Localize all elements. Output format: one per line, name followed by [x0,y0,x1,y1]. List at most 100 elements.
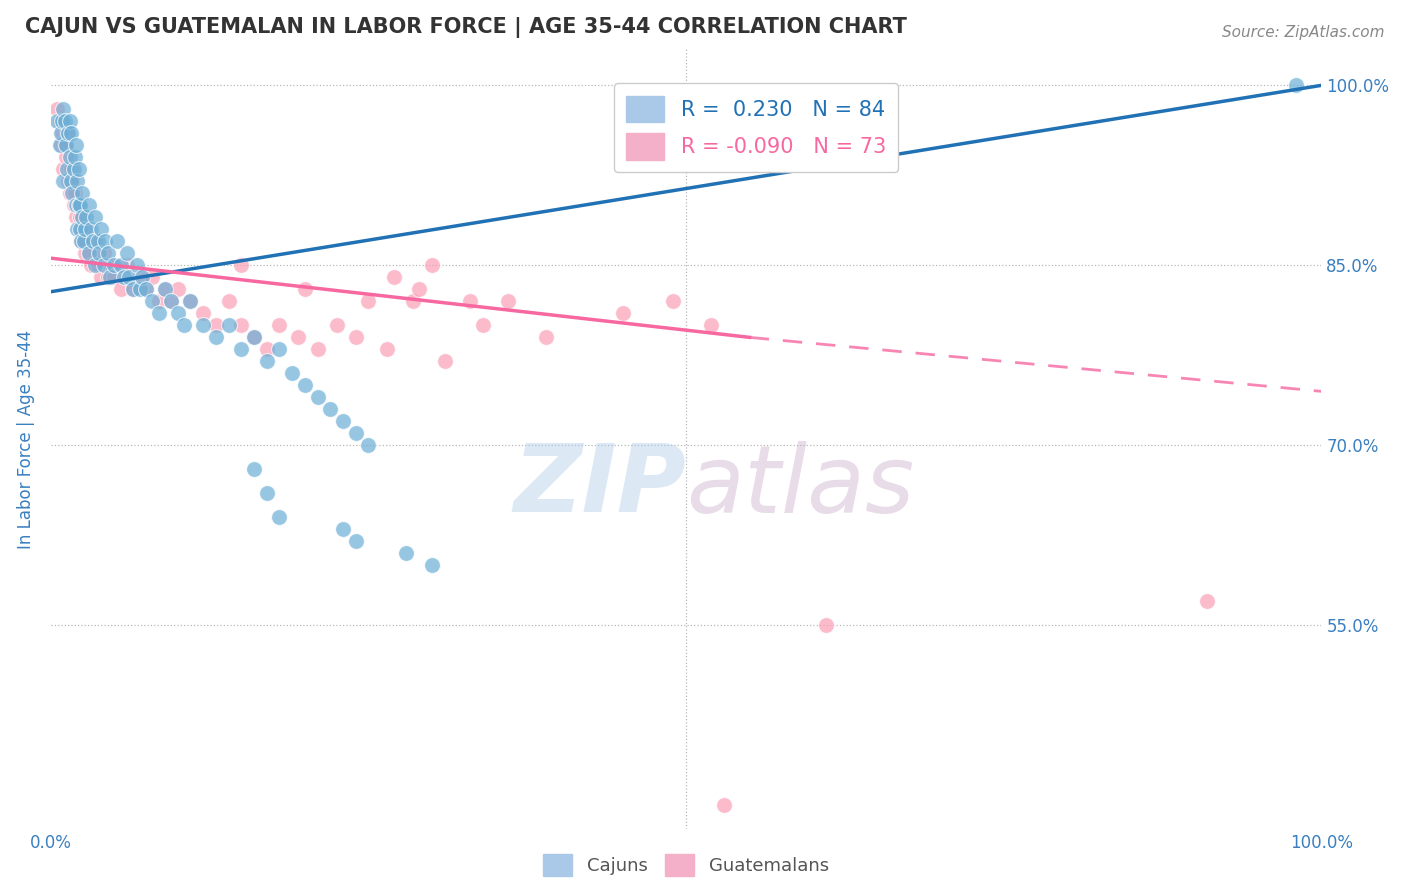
Point [243,462,266,476]
Point [49,138,72,153]
Point [59,162,82,177]
Point [420,558,443,573]
Point [191,306,214,320]
Point [82,235,104,249]
Point [75,222,97,236]
Point [287,330,309,344]
Point [218,318,240,333]
Text: ZIP: ZIP [513,440,686,533]
Point [46,114,69,128]
Point [179,294,201,309]
Point [325,318,347,333]
Point [100,258,122,272]
Point [153,282,176,296]
Point [269,510,291,524]
Point [110,282,132,296]
Text: CAJUN VS GUATEMALAN IN LABOR FORCE | AGE 35-44 CORRELATION CHART: CAJUN VS GUATEMALAN IN LABOR FORCE | AGE… [25,17,907,37]
Point [60,186,83,201]
Point [256,486,278,500]
Point [67,198,90,212]
Point [118,270,141,285]
Point [662,294,685,309]
Point [59,150,82,164]
Point [458,294,481,309]
Point [243,330,266,344]
Point [97,270,120,285]
Point [67,222,90,236]
Point [281,367,304,381]
Point [307,343,329,357]
Point [294,378,316,392]
Point [332,414,354,428]
Point [90,270,112,285]
Point [135,282,157,296]
Point [179,294,201,309]
Point [357,438,380,452]
Point [66,222,89,236]
Point [141,294,163,309]
Point [69,222,91,236]
Point [58,126,80,140]
Point [98,270,121,285]
Point [59,114,82,128]
Point [205,318,228,333]
Point [63,150,86,164]
Point [65,138,87,153]
Point [294,282,316,296]
Point [55,138,77,153]
Point [103,258,125,272]
Point [73,235,96,249]
Point [110,258,132,272]
Point [80,258,103,272]
Point [93,258,115,272]
Point [90,222,112,236]
Point [94,235,117,249]
Point [471,318,494,333]
Point [46,103,69,117]
Point [53,138,76,153]
Point [52,174,75,188]
Point [700,318,723,333]
Point [141,270,163,285]
Point [332,522,354,536]
Point [166,306,188,320]
Point [66,198,89,212]
Point [135,282,157,296]
Point [63,186,86,201]
Point [148,294,170,309]
Point [77,246,100,260]
Point [56,126,79,140]
Point [59,126,82,140]
Point [66,174,89,188]
Point [51,126,73,140]
Point [166,282,188,296]
Point [160,294,183,309]
Point [153,282,176,296]
Point [357,294,380,309]
Point [205,330,228,344]
Point [93,246,115,260]
Point [344,534,367,549]
Y-axis label: In Labor Force | Age 35-44: In Labor Force | Age 35-44 [17,330,35,549]
Point [433,354,456,368]
Point [69,211,91,225]
Point [1285,78,1308,93]
Point [115,258,138,272]
Point [191,318,214,333]
Legend: Cajuns, Guatemalans: Cajuns, Guatemalans [536,847,837,883]
Point [70,235,93,249]
Point [408,282,430,296]
Point [59,174,82,188]
Point [173,318,195,333]
Point [382,270,405,285]
Point [256,354,278,368]
Point [51,114,73,128]
Point [73,235,96,249]
Point [148,306,170,320]
Point [269,343,291,357]
Point [496,294,519,309]
Point [65,211,87,225]
Point [84,258,107,272]
Point [344,426,367,441]
Point [70,235,93,249]
